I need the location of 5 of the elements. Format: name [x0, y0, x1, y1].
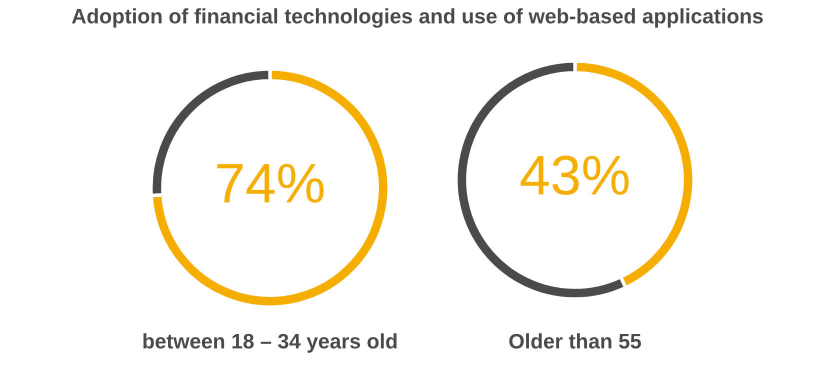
data-label: 74% — [217, 164, 324, 203]
chart-title: Adoption of financial technologies and use of web-based applications — [72, 8, 763, 28]
text: Older than 55 — [509, 333, 641, 349]
text: between 18 – 34 years old — [143, 333, 397, 353]
data-label: 43% — [520, 156, 629, 195]
